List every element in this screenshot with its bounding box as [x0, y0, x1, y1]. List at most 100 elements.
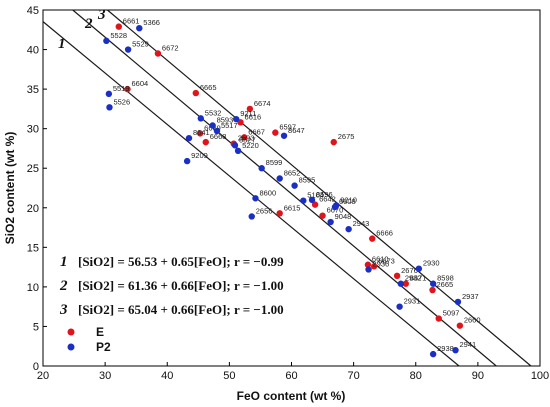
point-E-6666: [369, 235, 376, 242]
x-tick-label: 50: [223, 370, 235, 382]
y-axis-label: SiO2 content (wt %): [3, 132, 17, 245]
point-label-5529: 5529: [132, 40, 149, 49]
point-P2-2656: [248, 213, 255, 220]
point-label-6604: 6604: [131, 79, 148, 88]
point-P2-2931: [396, 303, 403, 310]
point-E-6672: [154, 50, 162, 57]
point-label-5097: 5097: [443, 309, 460, 318]
point-label-6673: 6673: [378, 256, 395, 265]
point-label-8652: 8652: [284, 169, 301, 178]
point-E-6668: [202, 138, 209, 146]
svg-text:[SiO2] = 56.53 + 0.65[FeO]; r: [SiO2] = 56.53 + 0.65[FeO]; r = −0.99: [78, 254, 284, 269]
point-label-8596: 8596: [316, 190, 333, 199]
point-label-6642: 6642: [319, 195, 336, 204]
point-P2-5104: [300, 197, 307, 204]
y-tick-label: 40: [27, 45, 39, 57]
point-E-6665: [192, 89, 200, 97]
line-label-2: 2: [84, 16, 93, 32]
point-P2-8595: [291, 182, 298, 189]
point-P2-5517: [213, 127, 221, 135]
x-tick-label: 30: [99, 370, 111, 382]
point-label-6666: 6666: [376, 229, 393, 238]
point-label-8593: 8593: [217, 116, 234, 125]
point-label-6665: 6665: [200, 83, 217, 92]
point-E-5097: [435, 315, 442, 322]
x-tick-label: 80: [410, 370, 422, 382]
regression-line-2: [72, 9, 497, 367]
point-label-5517: 5517: [221, 121, 238, 130]
point-P2-2932: [397, 280, 405, 287]
point-label-2932: 2932: [405, 274, 422, 283]
y-tick-label: 30: [27, 124, 39, 136]
point-label-6615: 6615: [284, 203, 301, 212]
point-label-5527: 5527: [239, 135, 256, 144]
y-tick-label: 45: [27, 5, 39, 17]
point-label-2676: 2676: [401, 266, 418, 275]
point-P2-5532: [197, 115, 204, 122]
point-label-2665: 2665: [437, 280, 454, 289]
point-label-9211: 9211: [240, 109, 256, 118]
point-label-9209: 9209: [191, 151, 208, 160]
point-E-6674: [246, 105, 254, 113]
legend: E P2: [67, 325, 111, 354]
legend-marker-E: [67, 328, 75, 336]
point-P2-2937: [454, 298, 462, 306]
x-tick-label: 20: [37, 370, 49, 382]
point-label-8600: 8600: [259, 188, 276, 197]
point-label-2937: 2937: [462, 292, 479, 301]
legend-marker-P2: [67, 343, 75, 351]
point-P2-2941: [452, 346, 459, 354]
point-E-2676: [393, 272, 401, 280]
point-P2-5527: [231, 142, 239, 149]
point-label-6672: 6672: [162, 44, 179, 53]
point-E-6673: [370, 263, 378, 270]
equation-3: 3 [SiO2] = 65.04 + 0.66[FeO]; r = −1.00: [59, 302, 284, 318]
point-P2-8652: [276, 175, 283, 182]
point-label-2943: 2943: [353, 219, 370, 228]
point-label-2931: 2931: [404, 297, 421, 306]
point-label-5519: 5519: [113, 84, 130, 93]
point-E-2660: [456, 322, 464, 329]
svg-text:[SiO2] = 61.36 + 0.66[FeO]; r: [SiO2] = 61.36 + 0.66[FeO]; r = −1.00: [78, 278, 284, 293]
point-label-6661: 6661: [123, 17, 140, 26]
x-tick-label: 70: [348, 370, 360, 382]
point-P2-2943: [345, 225, 352, 233]
regression-line-3: [106, 9, 532, 367]
point-E-2675: [330, 138, 337, 146]
point-E-6661: [115, 23, 122, 30]
point-P2-8598: [429, 280, 437, 287]
point-E-6669: [196, 130, 204, 137]
point-E-6667: [241, 134, 248, 141]
point-label-8595: 8595: [299, 176, 316, 185]
legend-label-P2: P2: [96, 340, 111, 354]
point-label-9048: 9048: [335, 212, 352, 221]
point-label-5104: 5104: [307, 191, 324, 200]
svg-text:1: 1: [60, 254, 68, 270]
point-label-2936: 2936: [373, 259, 390, 268]
point-P2-8600: [252, 195, 259, 202]
point-P2-2938: [429, 350, 437, 358]
point-label-8647: 8647: [288, 126, 305, 135]
equation-2: 2 [SiO2] = 61.36 + 0.66[FeO]; r = −1.00: [59, 278, 284, 294]
point-label-2656: 2656: [256, 206, 273, 215]
y-tick-label: 5: [33, 321, 39, 333]
point-P2-8596: [308, 196, 316, 204]
point-P2-5526: [106, 104, 113, 111]
point-label-5532: 5532: [205, 108, 222, 117]
x-axis-label: FeO content (wt %): [237, 389, 346, 403]
regression-line-1: [42, 21, 460, 367]
point-label-6670: 6670: [327, 206, 344, 215]
point-P2-6608: [331, 203, 339, 211]
point-label-6674: 6674: [254, 99, 271, 108]
point-P2-5220: [234, 147, 242, 155]
point-E-6610: [364, 261, 372, 268]
point-P2-2930: [415, 265, 423, 272]
point-E-6615: [276, 210, 283, 217]
line-label-1: 1: [58, 36, 66, 52]
legend-label-E: E: [96, 325, 104, 339]
point-label-2941: 2941: [460, 340, 477, 349]
y-axis-ticks: 0 5 10 15 20 25 30 35 40 45: [27, 5, 47, 373]
point-label-8599: 8599: [266, 158, 283, 167]
point-label-8598: 8598: [437, 274, 454, 283]
point-label-6610: 6610: [372, 255, 389, 264]
